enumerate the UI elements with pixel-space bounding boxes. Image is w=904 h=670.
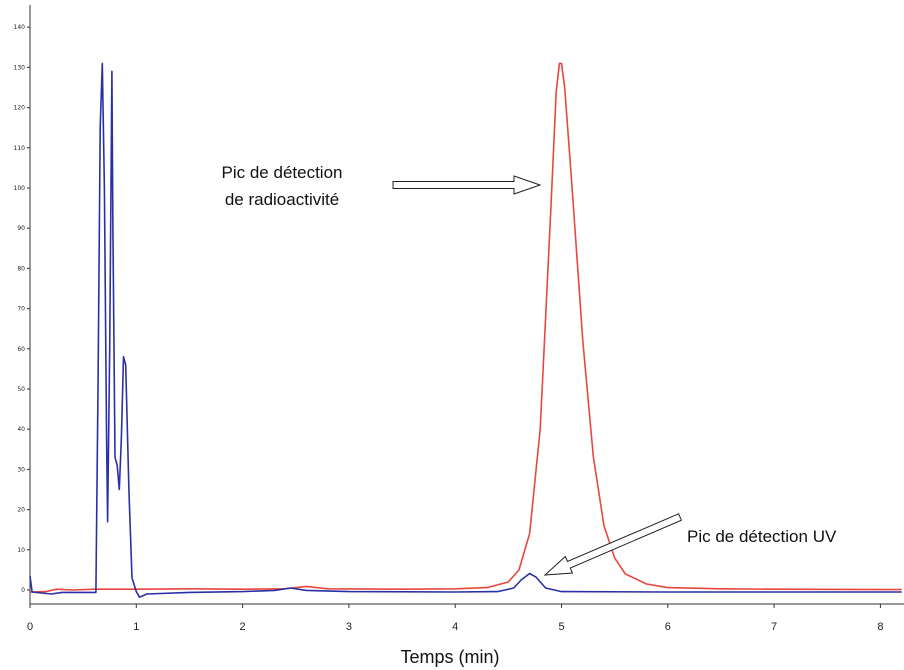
series-lines <box>29 62 902 598</box>
x-axis-label: Temps (min) <box>400 647 499 667</box>
annotation-uv-arrow <box>543 513 683 576</box>
y-tick-label: 130 <box>14 64 26 71</box>
series-line-uv <box>29 62 902 598</box>
x-tick-label: 6 <box>665 621 671 633</box>
y-tick-label: 60 <box>17 346 25 353</box>
y-tick-label: 110 <box>14 145 26 152</box>
y-tick-label: 90 <box>17 225 25 232</box>
y-tick-label: 30 <box>17 466 25 473</box>
y-axis-ticks: 0 10 20 30 40 50 60 70 80 90 100 110 120 130 140 <box>14 24 30 594</box>
y-tick-label: 100 <box>14 185 26 192</box>
axes <box>29 5 904 605</box>
y-tick-label: 120 <box>14 105 26 112</box>
x-tick-label: 8 <box>877 621 883 633</box>
y-tick-label: 70 <box>17 306 25 313</box>
y-tick-label: 50 <box>17 386 25 393</box>
y-tick-label: 0 <box>21 587 25 594</box>
annotation-uv-arrow-shape <box>543 513 683 576</box>
annotation-radioactivity-arrow-shape <box>392 175 542 195</box>
series-line-radioactivity <box>29 62 902 593</box>
x-tick-label: 0 <box>27 621 33 633</box>
x-axis-ticks: 0 1 2 3 4 5 6 7 8 <box>27 604 883 633</box>
x-tick-label: 1 <box>133 621 139 633</box>
y-tick-label: 10 <box>17 547 25 554</box>
x-tick-label: 4 <box>452 621 458 633</box>
annotation-uv-label: Pic de détection UV <box>687 527 837 546</box>
y-tick-label: 80 <box>17 265 25 272</box>
x-tick-label: 7 <box>771 621 777 633</box>
annotation-radioactivity-line-2: de radioactivité <box>225 190 339 209</box>
annotation-radioactivity-line-1: Pic de détection <box>222 163 343 182</box>
y-tick-label: 20 <box>17 507 25 514</box>
x-tick-label: 2 <box>240 621 246 633</box>
y-tick-label: 140 <box>14 24 26 31</box>
y-tick-label: 40 <box>17 426 25 433</box>
x-tick-label: 3 <box>346 621 352 633</box>
x-tick-label: 5 <box>558 621 564 633</box>
annotation-radioactivity-arrow <box>392 175 542 195</box>
